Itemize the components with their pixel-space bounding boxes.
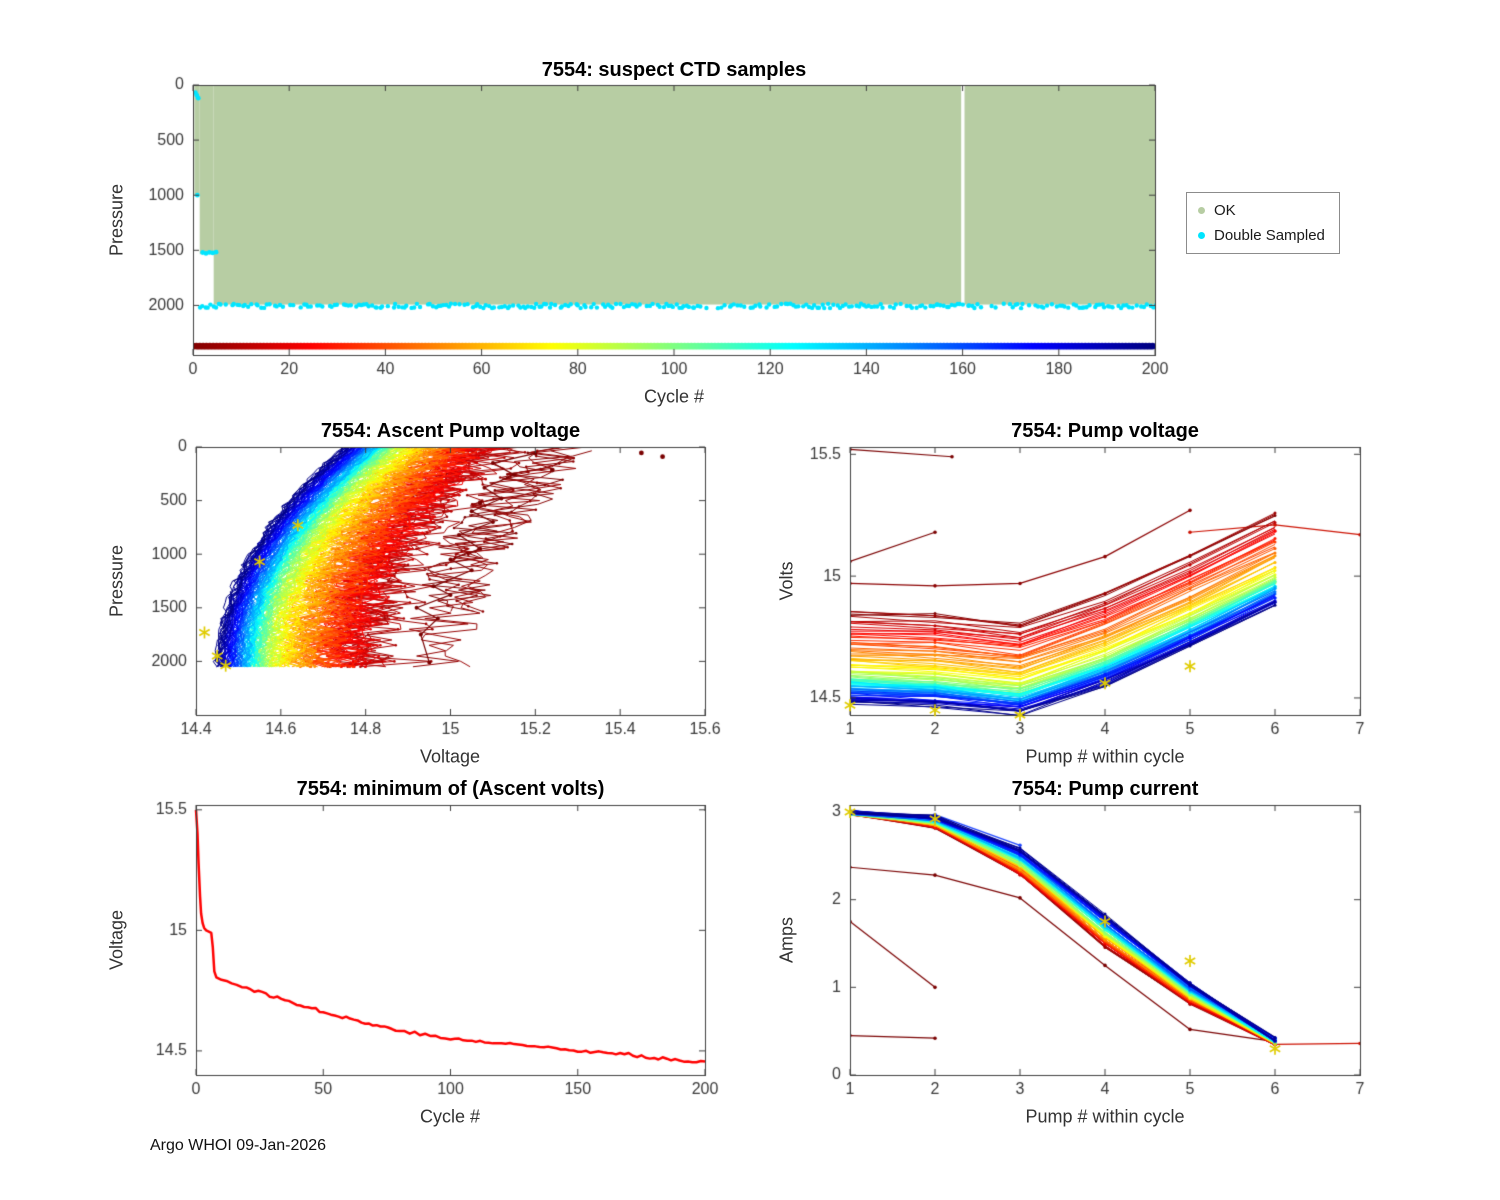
xlabel-cycle-minvolts: Cycle # <box>419 1106 481 1127</box>
legend: OK Double Sampled <box>1186 192 1340 254</box>
chart-title-pump-current: 7554: Pump current <box>1011 778 1199 800</box>
ylabel-amps: Amps <box>776 916 797 964</box>
figure-footer: Argo WHOI 09-Jan-2026 <box>150 1137 327 1154</box>
xlabel-voltage: Voltage <box>419 746 481 767</box>
chart-title-suspect-ctd-samples: 7554: suspect CTD samples <box>541 59 807 81</box>
chart-title-ascent-pump-voltage: 7554: Ascent Pump voltage <box>320 420 581 442</box>
xlabel-pump-number-voltage: Pump # within cycle <box>1025 746 1185 767</box>
ylabel-volts: Volts <box>776 561 797 601</box>
ylabel-pressure-ctd: Pressure <box>106 183 127 257</box>
double-sampled-marker-icon <box>1198 232 1205 239</box>
legend-item-ok: OK <box>1198 202 1325 219</box>
ylabel-voltage-minvolts: Voltage <box>106 909 127 971</box>
ylabel-pressure-ascent: Pressure <box>106 544 127 618</box>
xlabel-pump-number-current: Pump # within cycle <box>1025 1106 1185 1127</box>
chart-title-min-ascent-volts: 7554: minimum of (Ascent volts) <box>296 778 605 800</box>
xlabel-cycle-top-chart: Cycle # <box>643 386 705 407</box>
legend-label-ok: OK <box>1214 202 1236 219</box>
ok-marker-icon <box>1198 207 1205 214</box>
legend-item-double-sampled: Double Sampled <box>1198 227 1325 244</box>
legend-label-double-sampled: Double Sampled <box>1214 227 1325 244</box>
chart-title-pump-voltage: 7554: Pump voltage <box>1011 420 1199 442</box>
